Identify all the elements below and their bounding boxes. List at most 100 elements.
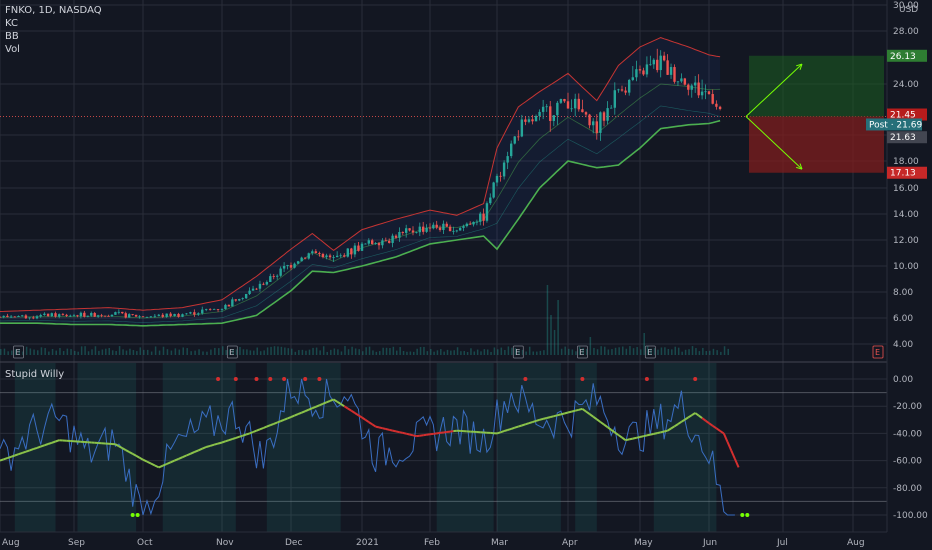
volume-bar [242, 349, 245, 355]
oscillator-shade-region [436, 363, 494, 532]
oscillator-axis[interactable]: 0.00 -20.00 -40.00 -60.00 -80.00 -100.00 [893, 375, 928, 521]
volume-bar [446, 349, 449, 355]
oscillator-signal-segment [667, 427, 672, 432]
candle-body [32, 317, 35, 319]
oscillator-signal-segment [343, 405, 349, 410]
oscillator-signal-segment [340, 403, 345, 408]
volume-bar [423, 346, 425, 355]
price-badge [887, 49, 927, 62]
overbought-marker [303, 377, 308, 381]
time-tick-label: Oct [137, 538, 153, 548]
volume-bar [232, 349, 234, 355]
volume-bar [186, 348, 188, 355]
volume-bar [443, 351, 445, 355]
symbol-line[interactable]: FNKO, 1D, NASDAQ [5, 5, 102, 16]
candle-body [103, 315, 107, 317]
candle-body [6, 315, 9, 317]
oscillator-signal-segment [197, 447, 203, 452]
volume-bar [416, 348, 418, 355]
candle-body [65, 314, 68, 316]
candle-body [216, 309, 220, 310]
volume-bar [174, 348, 177, 355]
time-tick-label: Jul [776, 538, 788, 548]
oscillator-signal-segment [643, 434, 648, 438]
candle-body [492, 182, 495, 198]
volume-bar [111, 350, 114, 355]
price-badge [866, 118, 922, 131]
oscillator-signal-segment [125, 449, 130, 453]
oscillator-signal-segment [354, 412, 359, 417]
volume-bar [235, 349, 238, 355]
candle-body [296, 261, 300, 264]
indicator-vol[interactable]: Vol [5, 44, 20, 55]
volume-bar [51, 349, 54, 355]
oscillator-signal-segment [571, 409, 576, 413]
volume-bar [653, 348, 656, 355]
oscillator-signal-segment [44, 443, 49, 447]
oscillator-signal-segment [542, 417, 547, 420]
volume-bar [18, 348, 20, 355]
volume-bar [178, 349, 181, 355]
oscillator-title[interactable]: Stupid Willy [5, 369, 65, 380]
candle-body [46, 313, 50, 317]
volume-bar [460, 351, 462, 355]
candle-body [517, 136, 520, 138]
volume-bar [358, 349, 360, 355]
oscillator-signal-segment [47, 441, 53, 445]
candle-body [475, 221, 479, 223]
volume-bar [582, 348, 584, 355]
candle-body [377, 243, 381, 246]
oscillator-signal-segment [283, 417, 288, 421]
candle-body [559, 98, 563, 103]
overbought-marker [644, 377, 649, 381]
indicator-bb[interactable]: BB [5, 31, 19, 42]
volume-bar [62, 351, 65, 355]
oscillator-signal-segment [132, 453, 137, 457]
volume-bar [146, 349, 149, 355]
candle-body [425, 227, 428, 232]
oscillator-signal-segment [259, 427, 264, 431]
candle-body [157, 314, 160, 316]
volume-bar [632, 348, 635, 355]
candle-body [638, 69, 642, 71]
volume-bar [528, 346, 531, 355]
volume-bar [543, 350, 545, 355]
volume-bar [101, 349, 104, 355]
candle-body [613, 90, 616, 108]
volume-bar [409, 351, 412, 355]
candle-body [472, 221, 475, 225]
volume-bar [256, 347, 258, 355]
oscillator-signal-segment [581, 408, 587, 413]
time-tick-label: Sep [68, 538, 85, 548]
volume-bar [493, 347, 496, 355]
volume-bar [66, 348, 69, 355]
oscillator-signal-segment [186, 452, 191, 457]
candle-body [255, 288, 258, 290]
candle-body [495, 175, 499, 183]
candle-body [114, 312, 117, 315]
volume-bar [305, 350, 307, 355]
oscillator-signal-segment [617, 434, 623, 439]
candle-body [353, 245, 357, 255]
earnings-marker-label: E [515, 348, 520, 357]
candle-body [588, 114, 591, 126]
volume-bar [426, 351, 429, 355]
candle-body [321, 253, 325, 258]
candle-body [620, 89, 624, 91]
oscillator-signal-segment [378, 426, 383, 430]
oscillator-signal-segment [249, 431, 254, 435]
volume-bar [259, 351, 262, 355]
volume-bar [340, 351, 343, 355]
indicator-kc[interactable]: KC [5, 18, 18, 29]
oscillator-signal-segment [231, 436, 237, 441]
volume-bar [301, 349, 304, 355]
candle-body [574, 98, 577, 109]
price-axis[interactable]: 4.006.008.0010.0012.0014.0016.0018.0020.… [893, 1, 919, 350]
time-axis[interactable]: Aug Sep Oct Nov Dec 2021 Feb Mar Apr May Jun Jul Aug [2, 538, 865, 548]
volume-bar [351, 346, 353, 355]
candle-body [128, 314, 131, 318]
oscillator-signal-segment [500, 430, 505, 434]
oscillator-signal-segment [687, 414, 693, 419]
volume-bar [473, 351, 476, 355]
